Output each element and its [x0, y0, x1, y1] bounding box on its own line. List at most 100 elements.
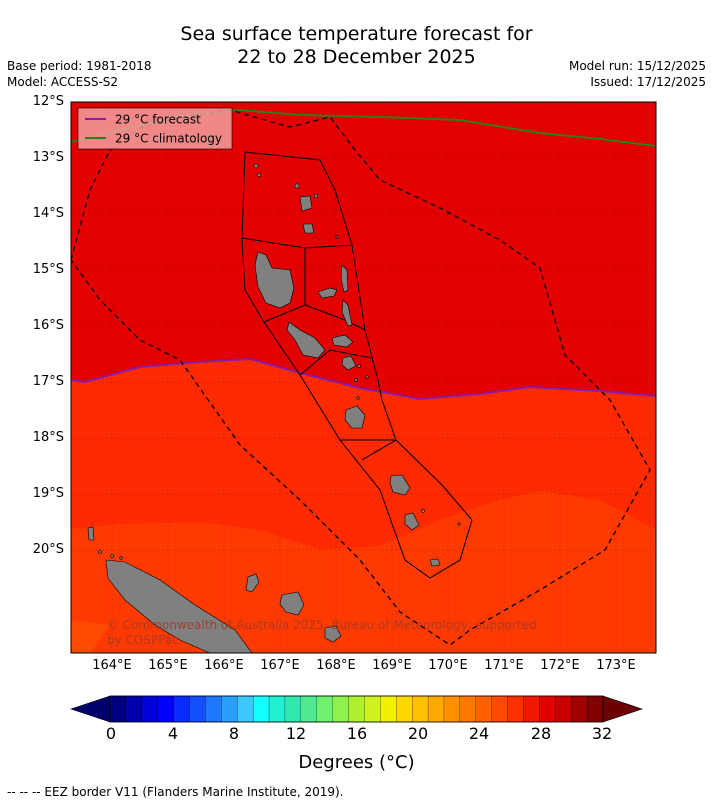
colorbar-swatch	[427, 695, 445, 723]
island-ambae	[317, 287, 338, 299]
colorbar-label-24: 24	[468, 724, 490, 743]
lat-label-13s: 13°S	[32, 150, 64, 165]
lon-label-167e: 167°E	[260, 658, 300, 673]
colorbar-swatch	[364, 695, 382, 723]
legend: 29 °C forecast 29 °C climatology	[77, 107, 233, 150]
colorbar-label-32: 32	[591, 724, 613, 743]
colorbar-swatch	[284, 695, 302, 723]
lat-label-16s: 16°S	[32, 318, 64, 333]
colorbar	[70, 695, 643, 723]
issued-date: Issued: 17/12/2025	[590, 75, 706, 89]
colorbar-swatch	[173, 695, 191, 723]
lat-label-17s: 17°S	[32, 374, 64, 389]
colorbar-swatch	[300, 695, 318, 723]
lon-label-173e: 173°E	[596, 658, 636, 673]
colorbar-swatch	[141, 695, 159, 723]
colorbar-swatch	[316, 695, 334, 723]
colorbar-swatch	[412, 695, 429, 723]
colorbar-swatch	[348, 695, 366, 723]
colorbar-swatch	[586, 695, 604, 723]
colorbar-frame	[109, 695, 604, 723]
legend-climatology-label: 29 °C climatology	[115, 132, 222, 146]
model-name: Model: ACCESS-S2	[7, 75, 119, 89]
lat-label-20s: 20°S	[32, 542, 64, 557]
colorbar-swatch	[539, 695, 556, 723]
colorbar-swatch	[205, 695, 222, 723]
island-pentecost	[341, 299, 353, 327]
lon-label-170e: 170°E	[428, 658, 468, 673]
colorbar-swatch	[507, 695, 525, 723]
colorbar-label-4: 4	[167, 724, 179, 743]
colorbar-min-extension	[70, 695, 111, 723]
lon-label-172e: 172°E	[540, 658, 580, 673]
province-boundaries	[241, 151, 473, 579]
grid-lines	[71, 102, 656, 653]
island-belep	[87, 526, 95, 541]
map-body: 29 °C forecast 29 °C climatology © Commo…	[71, 102, 656, 653]
lat-label-12s: 12°S	[32, 94, 64, 109]
island-mare	[324, 625, 342, 643]
lon-label-169e: 169°E	[372, 658, 412, 673]
island-vanua-lava	[302, 223, 315, 234]
island-ambrym	[331, 334, 354, 348]
island-efate	[344, 405, 366, 429]
colorbar-swatch	[491, 695, 509, 723]
colorbar-swatch	[459, 695, 477, 723]
island-aneityum	[429, 558, 441, 567]
lat-label-15s: 15°S	[32, 262, 64, 277]
colorbar-swatch	[332, 695, 350, 723]
legend-forecast-label: 29 °C forecast	[115, 113, 201, 127]
lon-label-164e: 164°E	[92, 658, 132, 673]
copyright-line-1: © Commonwealth of Australia 2025, Bureau…	[107, 618, 537, 632]
lon-label-171e: 171°E	[484, 658, 524, 673]
colorbar-max-extension	[602, 695, 643, 723]
island-maewo	[340, 264, 349, 293]
colorbar-label-0: 0	[105, 724, 117, 743]
colorbar-swatch	[571, 695, 588, 723]
island-tanna	[404, 512, 420, 531]
colorbar-swatch	[268, 695, 286, 723]
colorbar-swatch	[555, 695, 572, 723]
island-new-caledonia	[105, 559, 253, 653]
land-masses	[87, 163, 461, 653]
colorbar-swatch	[396, 695, 413, 723]
island-epi	[341, 355, 357, 371]
colorbar-label-12: 12	[285, 724, 307, 743]
colorbar-swatch	[125, 695, 143, 723]
island-espiritu-santo	[254, 251, 295, 309]
legend-box	[77, 107, 233, 150]
lon-label-168e: 168°E	[316, 658, 356, 673]
title-line-1: Sea surface temperature forecast for	[180, 23, 533, 45]
colorbar-swatch	[221, 695, 238, 723]
sst-zone-bottom	[71, 491, 656, 653]
island-lifou	[279, 591, 305, 616]
lat-label-19s: 19°S	[32, 486, 64, 501]
eez-border	[71, 109, 651, 646]
colorbar-label-20: 20	[407, 724, 429, 743]
colorbar-swatch	[252, 695, 270, 723]
lat-label-14s: 14°S	[32, 206, 64, 221]
copyright-line-2: by COSPPac	[107, 633, 179, 647]
island-gaua	[299, 195, 313, 212]
lon-label-165e: 165°E	[148, 658, 188, 673]
colorbar-label-8: 8	[228, 724, 240, 743]
island-malekula	[286, 321, 326, 359]
colorbar-swatch	[109, 695, 127, 723]
sst-zone-warm-patch	[71, 620, 110, 653]
forecast-29c-line	[71, 357, 656, 401]
colorbar-title: Degrees (°C)	[298, 752, 415, 773]
title-line-2: 22 to 28 December 2025	[237, 46, 476, 68]
colorbar-swatch	[523, 695, 541, 723]
colorbar-swatch	[237, 695, 254, 723]
island-ouvea	[245, 573, 260, 593]
island-erromango	[389, 474, 411, 496]
colorbar-label-16: 16	[346, 724, 368, 743]
colorbar-swatch	[443, 695, 461, 723]
colorbar-swatch	[157, 695, 175, 723]
lat-label-18s: 18°S	[32, 430, 64, 445]
eez-footnote: -- -- -- EEZ border V11 (Flanders Marine…	[7, 785, 344, 799]
lon-label-166e: 166°E	[204, 658, 244, 673]
map-frame	[70, 101, 657, 654]
colorbar-swatch	[189, 695, 207, 723]
